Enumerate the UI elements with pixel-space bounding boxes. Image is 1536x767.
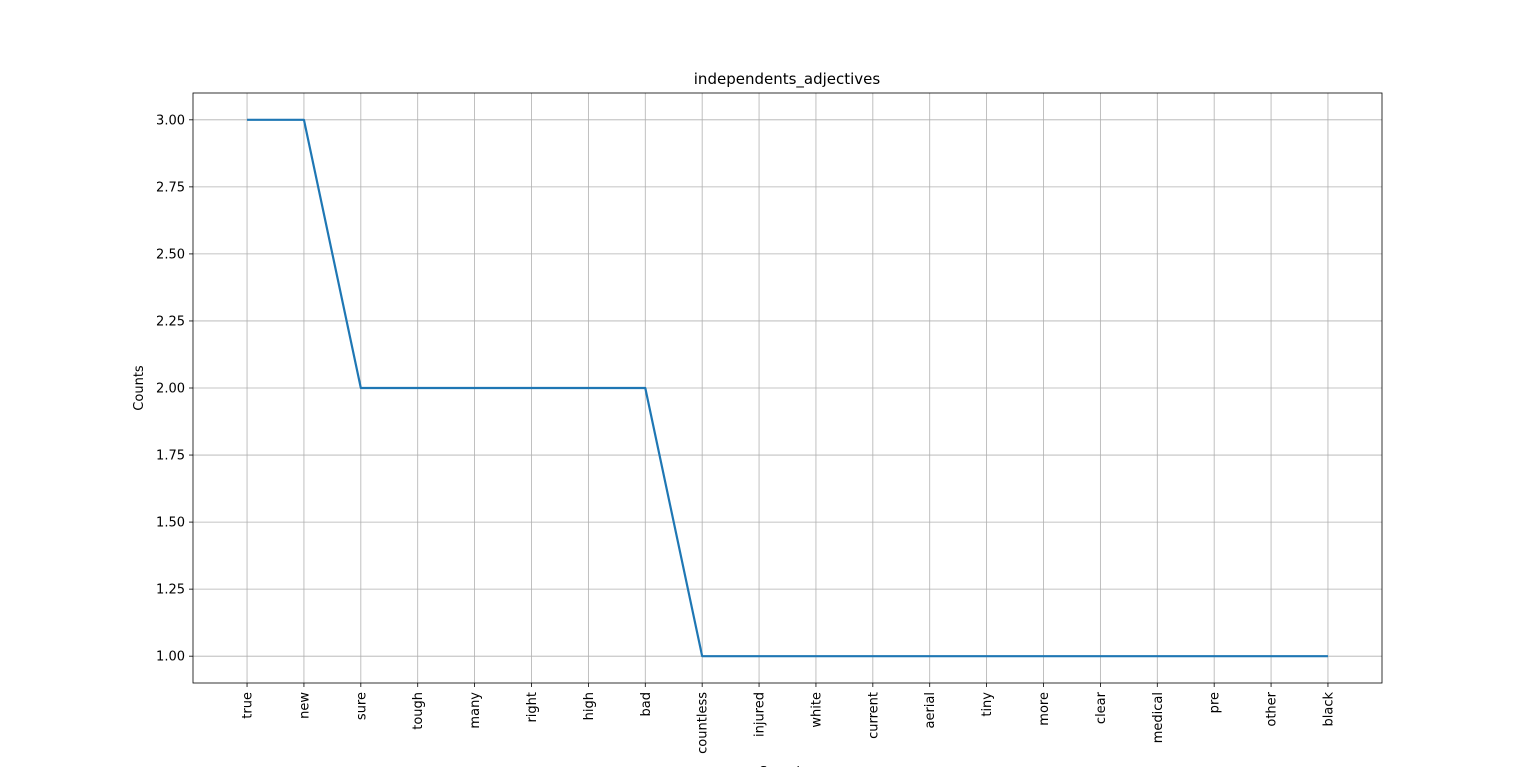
x-tick-label: true [241,692,256,719]
y-tick-label: 2.25 [156,314,185,329]
x-tick-label: black [1321,692,1336,727]
y-tick-label: 1.00 [156,650,185,665]
x-tick-label: medical [1151,692,1166,743]
x-tick-label: tough [411,692,426,730]
y-tick-label: 2.75 [156,180,185,195]
y-tick-label: 2.50 [156,247,185,262]
x-tick-label: injured [753,692,768,737]
y-tick-label: 3.00 [156,113,185,128]
x-tick-label: tiny [980,692,995,717]
x-tick-label: new [297,692,312,719]
data-line [247,118,1328,658]
x-tick-label: countless [696,692,711,754]
y-tick-label: 1.25 [156,583,185,598]
x-axis-label: Samples [759,765,815,767]
x-tick-label: aerial [923,692,938,729]
x-tick-label: other [1265,691,1280,726]
y-tick-label: 2.00 [156,382,185,397]
x-tick-label: clear [1094,691,1109,724]
x-tick-label: current [866,692,881,739]
x-tick-label: many [468,692,483,729]
x-tick-label: pre [1208,692,1223,713]
x-tick-label: bad [639,692,654,716]
x-tick-label: right [525,692,540,723]
chart-title: independents_adjectives [694,70,881,89]
x-tick-label: high [582,692,597,720]
x-tick-label: white [809,692,824,728]
x-tick-label: sure [354,692,369,720]
x-tick-label: more [1037,692,1052,726]
y-axis-label: Counts [132,365,147,411]
y-tick-label: 1.50 [156,516,185,531]
plot-frame [192,92,1383,684]
y-tick-label: 1.75 [156,449,185,464]
